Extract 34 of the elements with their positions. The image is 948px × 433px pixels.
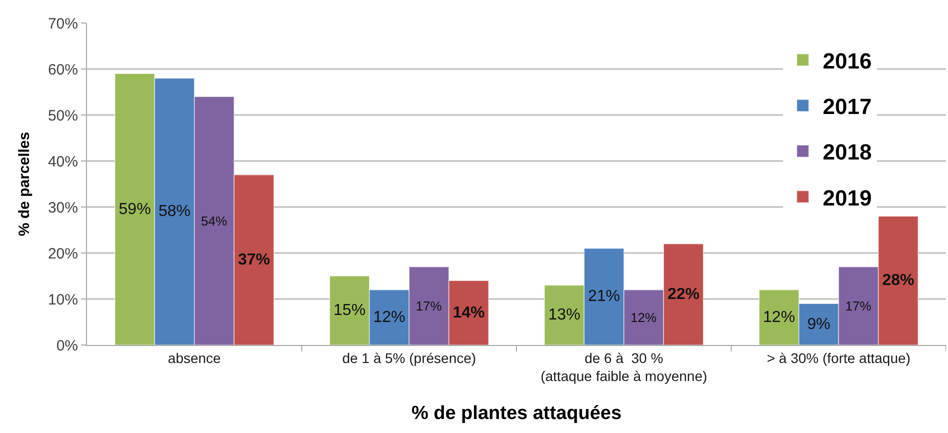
data-label: 58% (158, 203, 191, 220)
legend-label: 2017 (822, 94, 872, 120)
data-label: 14% (452, 304, 485, 322)
y-tick-label: 40% (48, 153, 78, 170)
y-tick-label: 20% (48, 245, 78, 262)
x-tick-label: de 6 à 30 % (attaque faible à moyenne) (540, 350, 708, 384)
data-label: 12% (763, 308, 796, 326)
data-label: 28% (882, 272, 914, 290)
data-label: 15% (334, 302, 366, 319)
data-label: 17% (845, 298, 872, 314)
legend-label: 2019 (822, 185, 872, 210)
y-tick-label: 10% (48, 291, 78, 308)
y-tick-label: 60% (48, 61, 78, 78)
data-label: 17% (416, 298, 442, 314)
x-tick-label: de 1 à 5% (présence) (342, 350, 476, 366)
data-label: 22% (667, 286, 700, 303)
x-tick-label: absence (168, 350, 222, 366)
data-label: 37% (238, 251, 270, 268)
y-axis-title: % de parcelles (16, 132, 34, 236)
data-label: 12% (373, 308, 406, 326)
y-tick-label: 30% (48, 199, 78, 216)
data-label: 12% (630, 310, 657, 325)
x-tick-label: > à 30% (forte attaque) (766, 350, 910, 366)
data-label: 21% (588, 288, 620, 306)
legend-label: 2018 (822, 140, 872, 165)
y-tick-label: 70% (48, 15, 78, 32)
data-label: 59% (118, 200, 151, 218)
data-label: 54% (201, 213, 228, 228)
y-tick-label: 50% (48, 107, 78, 124)
data-label: 13% (548, 306, 580, 324)
legend-label: 2016 (822, 48, 872, 74)
y-tick-label: 0% (56, 337, 78, 354)
x-axis-title: % de plantes attaquées (411, 402, 622, 424)
data-label: 9% (807, 316, 830, 333)
